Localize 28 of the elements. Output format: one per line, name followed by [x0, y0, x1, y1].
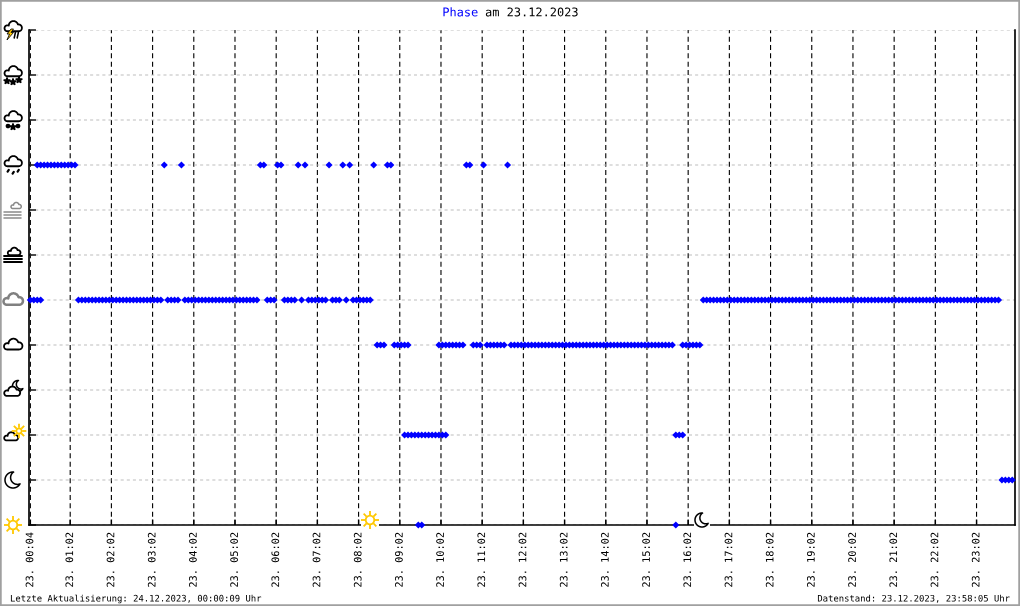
- x-tick-label: 23. 12:02: [518, 532, 527, 587]
- x-tick-label: 23. 07:02: [312, 532, 321, 587]
- x-tick-label: 23. 00:04: [25, 532, 34, 587]
- x-tick-label: 23. 05:02: [230, 532, 238, 587]
- text: Datenstand: 23.12.2023, 23:58:05 Uhr: [817, 594, 1010, 603]
- x-tick-label: 23. 22:02: [930, 532, 939, 587]
- text: Letzte Aktualisierung: 24.12.2023, 00:00:09 Uhr: [10, 594, 262, 604]
- x-tick-label: 23. 17:02: [724, 532, 733, 587]
- x-tick-label: 23. 19:02: [806, 532, 815, 587]
- x-tick-label: 23. 10:02: [436, 532, 444, 587]
- x-tick-label: 23. 20:02: [848, 532, 856, 587]
- x-tick-label: 23. 09:02: [395, 532, 403, 587]
- x-tick-label: 23. 13:02: [559, 532, 568, 587]
- text: Phase: [443, 7, 478, 17]
- x-tick-label: 23. 21:02: [889, 532, 898, 587]
- chart-title: am 23.12.2023: [485, 7, 578, 17]
- x-tick-label: 23. 01:02: [65, 532, 74, 587]
- x-tick-label: 23. 04:02: [189, 532, 197, 587]
- x-tick-label: 23. 23:02: [971, 532, 980, 587]
- x-tick-label: 23. 06:02: [271, 532, 280, 587]
- x-tick-label: 23. 16:02: [683, 532, 692, 587]
- x-tick-label: 23. 15:02: [642, 532, 650, 587]
- x-tick-label: 23. 18:02: [765, 532, 774, 587]
- x-tick-label: 23. 02:02: [106, 532, 115, 587]
- x-tick-label: 23. 08:02: [353, 532, 362, 587]
- x-tick-label: 23. 03:02: [147, 532, 156, 587]
- x-tick-label: 23. 14:02: [601, 532, 609, 587]
- x-tick-label: 23. 11:02: [477, 532, 486, 587]
